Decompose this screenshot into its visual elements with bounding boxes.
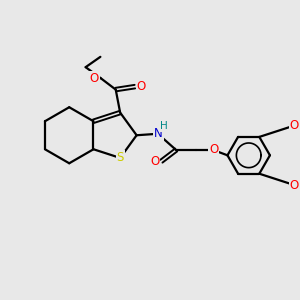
Text: O: O [290, 119, 299, 132]
Text: O: O [150, 155, 160, 168]
Text: S: S [116, 152, 124, 164]
Text: O: O [290, 178, 299, 192]
Text: O: O [90, 72, 99, 85]
Text: O: O [209, 143, 218, 157]
Text: O: O [137, 80, 146, 93]
Text: H: H [160, 122, 168, 131]
Text: N: N [154, 127, 163, 140]
